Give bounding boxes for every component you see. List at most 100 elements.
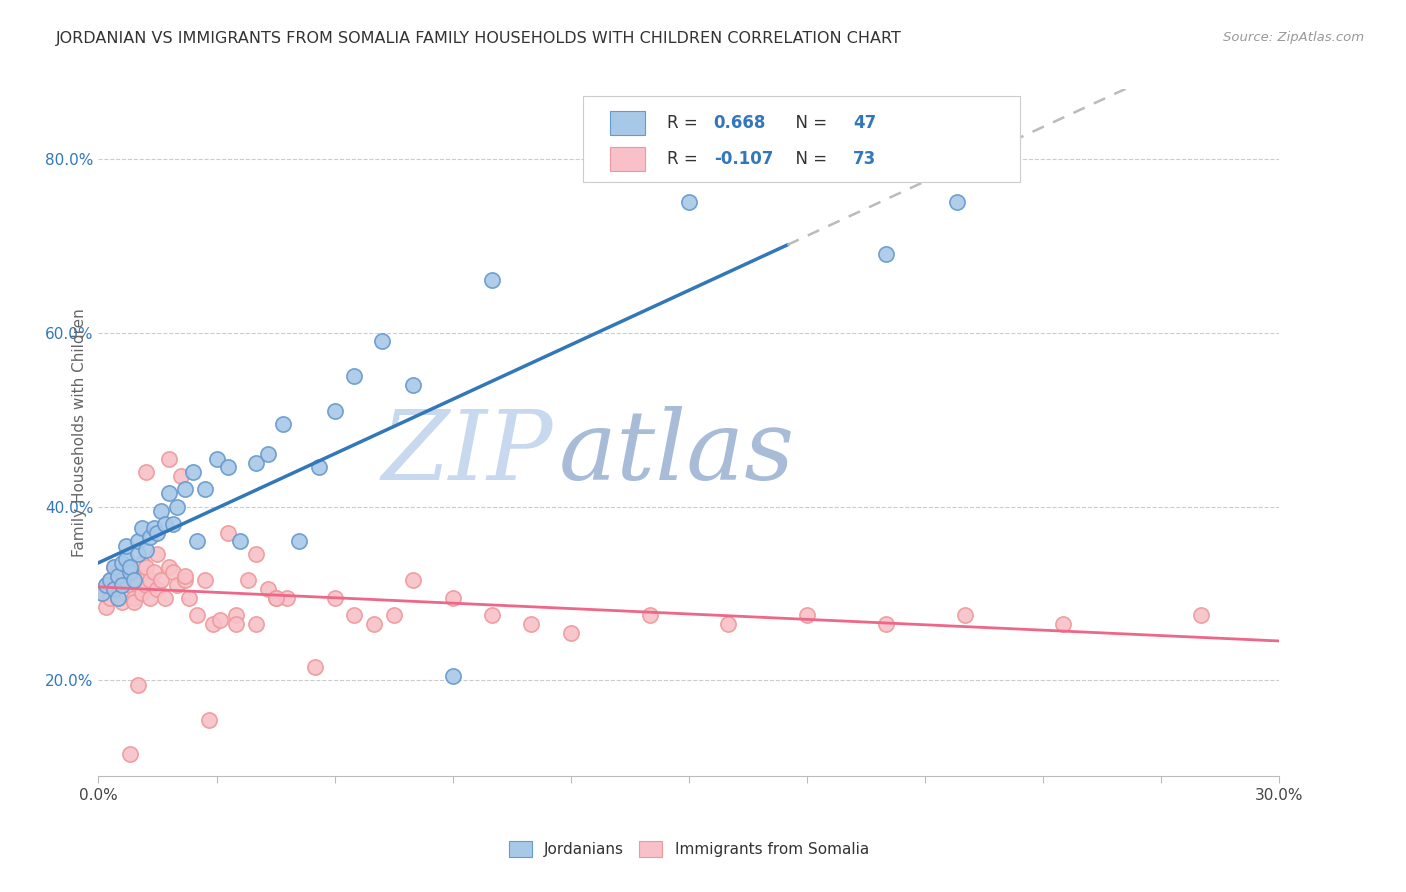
Point bbox=[174, 569, 197, 583]
Point bbox=[135, 543, 157, 558]
Point bbox=[174, 482, 197, 496]
Point bbox=[162, 516, 184, 531]
Text: 0.668: 0.668 bbox=[714, 114, 766, 132]
Point bbox=[131, 556, 153, 570]
Point bbox=[103, 582, 125, 596]
Point bbox=[162, 565, 184, 579]
Point bbox=[323, 591, 346, 605]
Point bbox=[127, 547, 149, 561]
Point bbox=[441, 669, 464, 683]
Point bbox=[264, 591, 287, 605]
Point bbox=[118, 565, 141, 579]
Point bbox=[717, 616, 740, 631]
Point bbox=[1052, 616, 1074, 631]
Point bbox=[118, 560, 141, 574]
Point bbox=[343, 369, 366, 384]
Point bbox=[107, 591, 129, 605]
Point bbox=[205, 451, 228, 466]
Point bbox=[371, 334, 394, 349]
Point bbox=[481, 608, 503, 623]
Point bbox=[197, 713, 219, 727]
Point bbox=[146, 582, 169, 596]
Point bbox=[118, 565, 141, 579]
Point bbox=[111, 556, 134, 570]
Point bbox=[138, 591, 160, 605]
Point bbox=[245, 547, 267, 561]
Point bbox=[91, 586, 114, 600]
Point bbox=[875, 247, 897, 261]
Text: Source: ZipAtlas.com: Source: ZipAtlas.com bbox=[1223, 31, 1364, 45]
Point bbox=[103, 560, 125, 574]
Point bbox=[115, 560, 138, 574]
Point bbox=[363, 616, 385, 631]
Point bbox=[157, 451, 180, 466]
Point bbox=[875, 616, 897, 631]
Point bbox=[135, 465, 157, 479]
Point bbox=[122, 591, 145, 605]
Point bbox=[118, 747, 141, 762]
Text: ZIP: ZIP bbox=[382, 406, 553, 500]
Text: 47: 47 bbox=[853, 114, 876, 132]
FancyBboxPatch shape bbox=[582, 96, 1019, 182]
Point bbox=[115, 539, 138, 553]
Point bbox=[115, 586, 138, 600]
Point bbox=[177, 591, 200, 605]
Point bbox=[127, 578, 149, 592]
Point bbox=[103, 582, 125, 596]
Point bbox=[96, 599, 118, 614]
Point bbox=[146, 547, 169, 561]
Point bbox=[107, 569, 129, 583]
Point bbox=[945, 195, 967, 210]
Point bbox=[256, 582, 278, 596]
Point bbox=[520, 616, 543, 631]
Point bbox=[256, 447, 278, 461]
Point bbox=[560, 625, 582, 640]
FancyBboxPatch shape bbox=[610, 112, 645, 136]
Point bbox=[170, 469, 193, 483]
Text: R =: R = bbox=[666, 114, 703, 132]
Point bbox=[186, 608, 208, 623]
Point bbox=[107, 591, 129, 605]
Point bbox=[217, 460, 239, 475]
Point bbox=[638, 608, 661, 623]
Point bbox=[953, 608, 976, 623]
Point bbox=[209, 613, 232, 627]
Text: 73: 73 bbox=[853, 150, 876, 168]
Point bbox=[98, 574, 121, 588]
Point bbox=[194, 482, 217, 496]
Point bbox=[273, 417, 295, 431]
Point bbox=[402, 574, 425, 588]
Point bbox=[111, 595, 134, 609]
Point bbox=[343, 608, 366, 623]
Legend: Jordanians, Immigrants from Somalia: Jordanians, Immigrants from Somalia bbox=[502, 833, 876, 864]
Point bbox=[150, 504, 173, 518]
Text: N =: N = bbox=[785, 150, 832, 168]
Point bbox=[96, 578, 118, 592]
Point bbox=[122, 595, 145, 609]
Point bbox=[111, 574, 134, 588]
Point bbox=[1189, 608, 1212, 623]
Point bbox=[166, 500, 188, 514]
Point bbox=[225, 608, 247, 623]
Point bbox=[118, 578, 141, 592]
Point bbox=[155, 591, 177, 605]
Point bbox=[308, 460, 330, 475]
Point bbox=[107, 565, 129, 579]
Point bbox=[96, 578, 118, 592]
Point bbox=[155, 516, 177, 531]
Text: N =: N = bbox=[785, 114, 832, 132]
Point bbox=[135, 560, 157, 574]
Point bbox=[138, 530, 160, 544]
Point bbox=[288, 534, 311, 549]
Point bbox=[245, 456, 267, 470]
Point bbox=[111, 578, 134, 592]
Text: atlas: atlas bbox=[560, 406, 796, 500]
Point bbox=[157, 560, 180, 574]
Point bbox=[98, 591, 121, 605]
Point bbox=[276, 591, 298, 605]
Point bbox=[186, 534, 208, 549]
FancyBboxPatch shape bbox=[610, 146, 645, 170]
Point bbox=[103, 560, 125, 574]
Point bbox=[127, 678, 149, 692]
Text: -0.107: -0.107 bbox=[714, 150, 773, 168]
